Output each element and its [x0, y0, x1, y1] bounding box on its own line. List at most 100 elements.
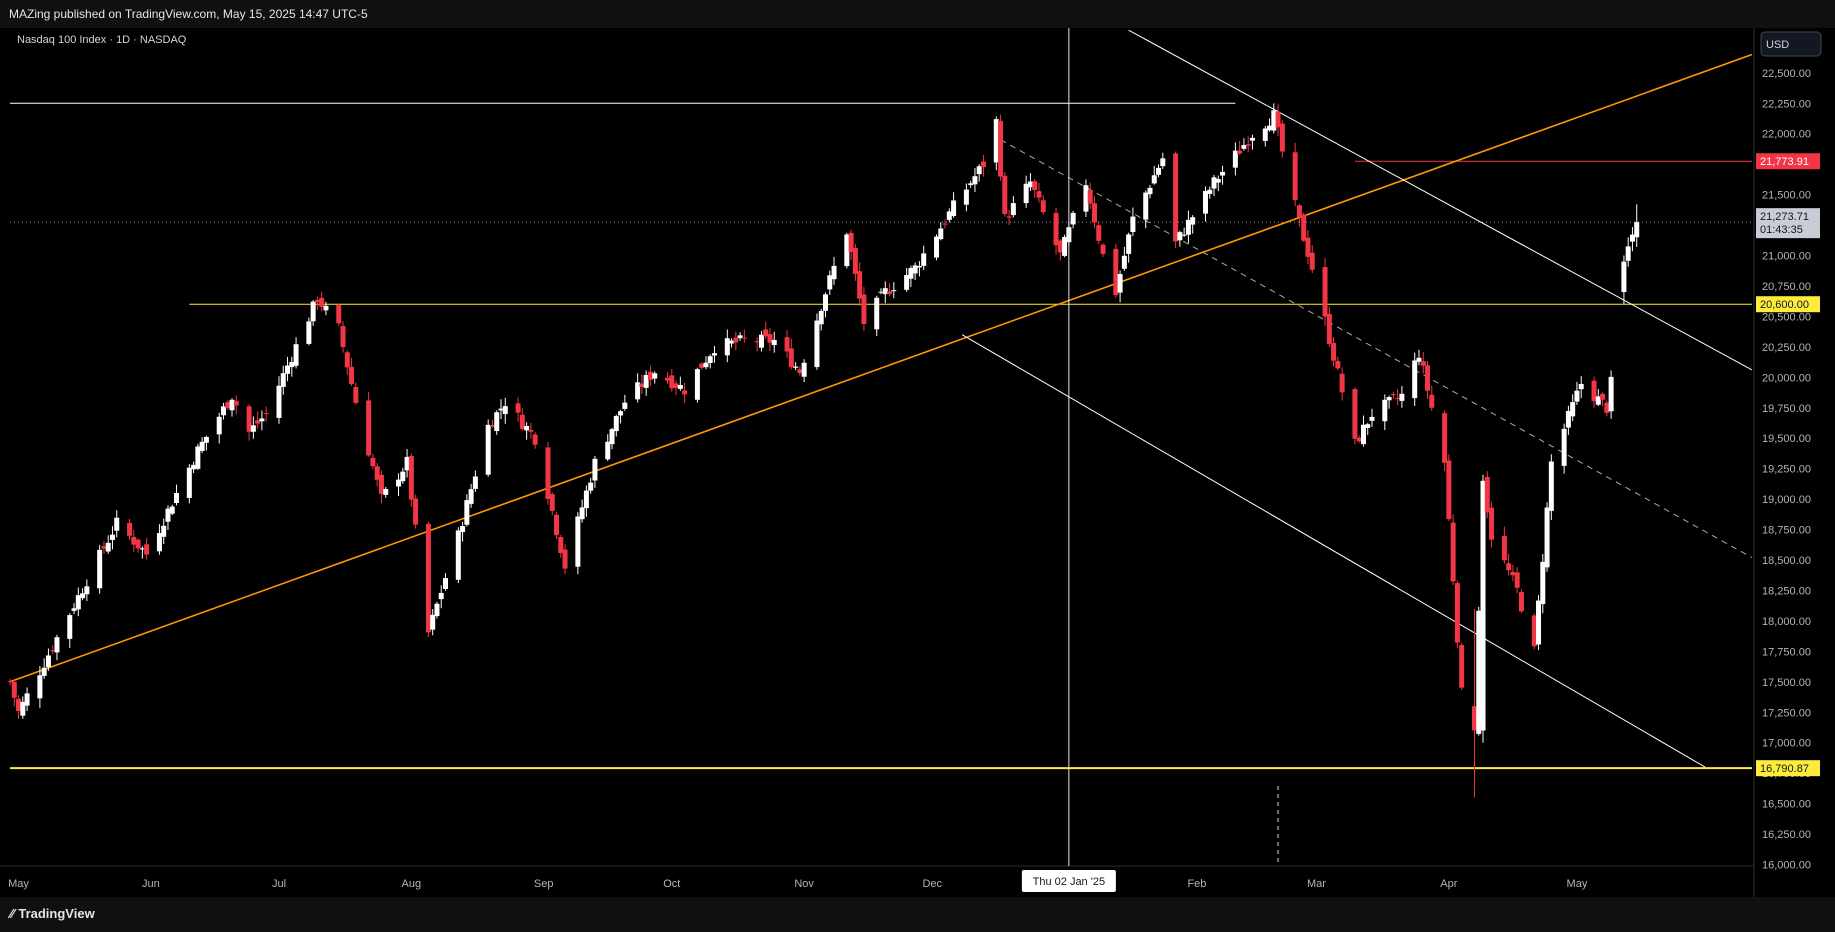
- candle[interactable]: [669, 368, 675, 392]
- candle[interactable]: [1335, 356, 1341, 371]
- tradingview-logo[interactable]: ⁄⁄ TradingView: [10, 906, 95, 921]
- candle[interactable]: [588, 477, 594, 494]
- candle[interactable]: [1130, 207, 1136, 237]
- candle[interactable]: [1501, 526, 1507, 564]
- candle[interactable]: [647, 365, 653, 387]
- candle[interactable]: [24, 687, 30, 711]
- candle[interactable]: [1369, 408, 1375, 427]
- candle[interactable]: [340, 321, 346, 353]
- candle[interactable]: [353, 382, 359, 405]
- candle[interactable]: [306, 317, 312, 346]
- candle[interactable]: [434, 601, 440, 619]
- candle[interactable]: [754, 337, 760, 352]
- candle[interactable]: [1621, 255, 1627, 305]
- candle[interactable]: [968, 180, 974, 188]
- candle[interactable]: [468, 483, 474, 508]
- candle[interactable]: [515, 397, 521, 422]
- candle[interactable]: [408, 453, 414, 507]
- candle[interactable]: [1416, 349, 1422, 366]
- candle[interactable]: [1561, 423, 1567, 474]
- candle[interactable]: [1471, 608, 1477, 798]
- candle[interactable]: [861, 287, 867, 332]
- candle[interactable]: [609, 427, 615, 450]
- candle[interactable]: [1442, 410, 1448, 472]
- candle[interactable]: [1232, 142, 1238, 176]
- candle[interactable]: [1412, 352, 1418, 406]
- candle[interactable]: [1083, 179, 1089, 217]
- candle[interactable]: [758, 330, 764, 352]
- candle[interactable]: [344, 350, 350, 375]
- candle[interactable]: [1177, 230, 1183, 247]
- candle[interactable]: [1454, 580, 1460, 649]
- candle[interactable]: [1207, 186, 1213, 199]
- candle[interactable]: [934, 234, 940, 261]
- candle[interactable]: [1629, 227, 1635, 252]
- candle[interactable]: [916, 261, 922, 277]
- candle[interactable]: [1062, 234, 1068, 258]
- candle[interactable]: [293, 337, 299, 369]
- candle[interactable]: [472, 470, 478, 492]
- candle[interactable]: [1326, 306, 1332, 347]
- candle[interactable]: [1211, 174, 1217, 197]
- candle[interactable]: [1296, 203, 1302, 227]
- candle[interactable]: [131, 529, 137, 553]
- candle[interactable]: [1151, 165, 1157, 185]
- candle[interactable]: [216, 412, 222, 444]
- candle[interactable]: [50, 645, 56, 654]
- candle[interactable]: [1006, 209, 1012, 225]
- trendline-2[interactable]: [1128, 29, 1753, 371]
- candle[interactable]: [1160, 152, 1166, 169]
- candle[interactable]: [1275, 104, 1281, 137]
- candle[interactable]: [1450, 514, 1456, 585]
- candle[interactable]: [464, 494, 470, 527]
- candle[interactable]: [1595, 389, 1601, 407]
- candle[interactable]: [921, 245, 927, 271]
- candle[interactable]: [109, 526, 115, 550]
- candle[interactable]: [1480, 474, 1486, 743]
- candle[interactable]: [852, 243, 858, 281]
- candle[interactable]: [605, 434, 611, 462]
- candle[interactable]: [165, 505, 171, 531]
- candle[interactable]: [220, 402, 226, 420]
- candle[interactable]: [1100, 243, 1106, 257]
- candle[interactable]: [724, 329, 730, 363]
- candle[interactable]: [1510, 564, 1516, 582]
- candle[interactable]: [349, 357, 355, 387]
- candle[interactable]: [161, 518, 167, 545]
- candle[interactable]: [498, 399, 504, 420]
- candle[interactable]: [857, 262, 863, 307]
- candle[interactable]: [1604, 400, 1610, 417]
- candle[interactable]: [1634, 204, 1640, 247]
- candle[interactable]: [276, 376, 282, 424]
- candle[interactable]: [336, 303, 342, 326]
- candle[interactable]: [233, 395, 239, 415]
- candle[interactable]: [1625, 237, 1631, 267]
- candle[interactable]: [494, 410, 500, 435]
- candle[interactable]: [784, 330, 790, 358]
- candle[interactable]: [370, 453, 376, 470]
- candle[interactable]: [878, 288, 884, 295]
- candle[interactable]: [1271, 103, 1277, 134]
- candle[interactable]: [67, 613, 73, 648]
- candle[interactable]: [485, 419, 491, 477]
- candle[interactable]: [1322, 258, 1328, 326]
- candle[interactable]: [1241, 138, 1247, 151]
- candle[interactable]: [378, 470, 384, 504]
- candle[interactable]: [519, 408, 525, 431]
- candle[interactable]: [84, 579, 90, 601]
- candle[interactable]: [20, 696, 26, 719]
- candle[interactable]: [938, 222, 944, 241]
- candle[interactable]: [97, 544, 103, 594]
- candle[interactable]: [682, 382, 688, 404]
- candle[interactable]: [1518, 589, 1524, 614]
- candle[interactable]: [1185, 210, 1191, 244]
- candle[interactable]: [963, 183, 969, 212]
- candle[interactable]: [1057, 238, 1063, 261]
- candle[interactable]: [54, 634, 60, 661]
- candle[interactable]: [460, 521, 466, 542]
- candle[interactable]: [1173, 151, 1179, 248]
- candle[interactable]: [1514, 567, 1520, 594]
- candle[interactable]: [665, 372, 671, 384]
- candle[interactable]: [1331, 337, 1337, 367]
- candle[interactable]: [45, 648, 51, 671]
